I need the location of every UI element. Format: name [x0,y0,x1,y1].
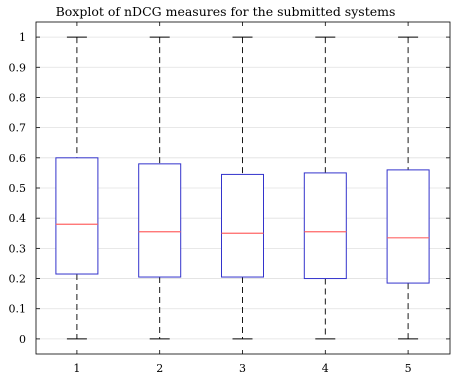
chart-title: Boxplot of nDCG measures for the submitt… [55,4,396,19]
box-5 [386,36,430,340]
box-3 [221,36,264,340]
x-tick-label: 5 [405,362,412,375]
y-tick-label: 0.9 [9,61,27,74]
x-tick-label: 3 [239,362,246,375]
box-iqr [221,173,264,278]
y-tick-label: 0.5 [9,182,27,195]
x-axis: 1 2 3 4 5 [73,22,412,375]
y-tick-label: 0.1 [9,303,27,316]
box-2 [138,36,182,340]
y-tick-label: 0.4 [9,212,27,225]
y-tick-label: 0 [19,333,26,346]
box-iqr [303,172,347,280]
y-tick-label: 0.8 [9,91,27,104]
box-1 [55,36,99,340]
x-tick-label: 4 [322,362,329,375]
y-tick-label: 0.3 [9,242,27,255]
boxes-layer [55,36,430,340]
x-tick-label: 2 [156,362,163,375]
x-tick-label: 1 [73,362,80,375]
box-4 [303,36,347,340]
y-tick-label: 1 [19,31,26,44]
y-tick-label: 0.7 [9,122,27,135]
box-iqr [55,157,99,275]
y-axis: 0 0.1 0.2 0.3 0.4 0.5 0.6 0.7 0.8 0.9 1 [9,31,450,346]
box-iqr [138,163,182,278]
y-tick-label: 0.2 [9,273,27,286]
y-tick-label: 0.6 [9,152,27,165]
box-iqr [386,169,430,284]
